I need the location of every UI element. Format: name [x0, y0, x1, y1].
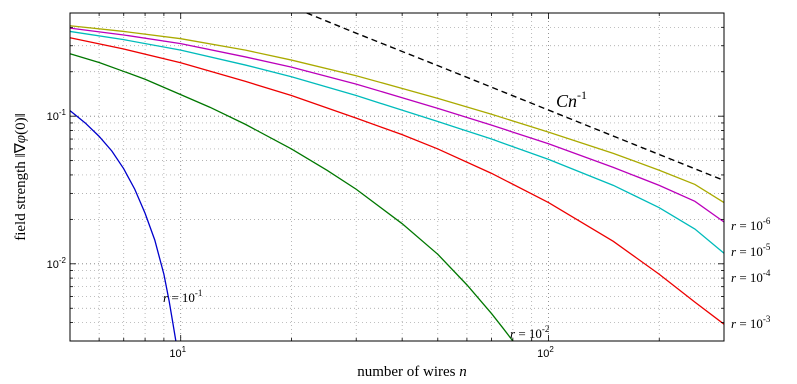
reference-line-label: Cn-1	[556, 88, 587, 111]
series-line-2	[69, 53, 514, 342]
reference-line	[306, 12, 725, 182]
series-line-6	[69, 25, 725, 204]
series-line-3	[69, 37, 725, 325]
curve-labels: r = 10-1 r = 10-2 r = 10-3 r = 10-4 r = 10-5…	[163, 88, 771, 341]
y-axis-label-tail: (0)‖	[13, 113, 29, 135]
plot-series	[69, 25, 725, 342]
y-tick-label: 10-1	[47, 108, 67, 123]
y-axis-label-var: φ	[13, 135, 29, 143]
curve-label-4: r = 10-4	[731, 268, 771, 285]
x-axis-label-text: number of wires	[357, 364, 459, 380]
x-tick-label: 102	[537, 345, 554, 360]
curve-label-3: r = 10-3	[731, 314, 771, 331]
x-tick-label: 101	[169, 345, 186, 360]
plot-frame	[69, 12, 725, 342]
series-line-1	[69, 110, 177, 342]
y-axis-label-text: field strength ‖∇	[13, 142, 29, 241]
curve-label-2: r = 10-2	[510, 324, 549, 341]
curve-label-1: r = 10-1	[163, 288, 202, 305]
series-line-4	[69, 30, 725, 254]
grid	[69, 12, 725, 342]
series-line-5	[69, 27, 725, 223]
y-axis-label: field strength ‖∇φ(0)‖	[13, 113, 29, 241]
tick-labels: 101 102 10-2 10-1	[47, 108, 555, 360]
reference-line-path	[306, 12, 725, 182]
curve-label-6: r = 10-6	[731, 216, 771, 233]
x-axis-label: number of wires n	[357, 364, 467, 380]
y-tick-label: 10-2	[47, 256, 67, 271]
x-axis-label-var: n	[459, 364, 467, 380]
curve-label-5: r = 10-5	[731, 242, 771, 259]
axis-ticks	[69, 12, 725, 342]
